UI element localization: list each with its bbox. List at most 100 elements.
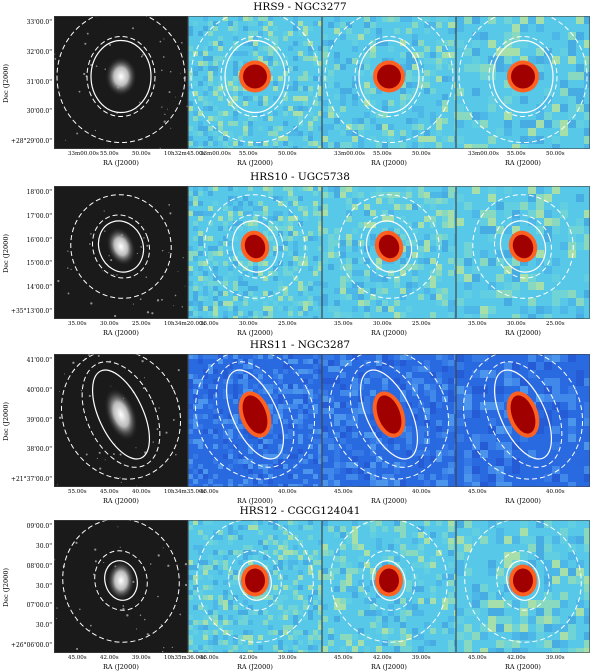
x-tick-label: 25.00s bbox=[132, 321, 151, 327]
flux-map-panel bbox=[322, 354, 456, 487]
x-tick-label: 30.00s bbox=[100, 321, 119, 327]
flux-map-panel bbox=[322, 16, 456, 149]
x-axis-label: RA (J2000) bbox=[237, 663, 273, 671]
y-tick-label: 08'00.0" bbox=[26, 562, 52, 570]
x-tick-label: 10h32m45.00s bbox=[164, 151, 206, 157]
x-tick-label: 30.00s bbox=[507, 321, 526, 327]
x-tick-label: 45.00s bbox=[68, 655, 87, 661]
x-tick-label: 35.00s bbox=[468, 321, 487, 327]
x-tick-label: 42.00s bbox=[100, 655, 119, 661]
x-axis-label: RA (J2000) bbox=[103, 329, 139, 337]
y-tick-label: 32'00.0" bbox=[26, 48, 52, 56]
x-tick-label: 30.00s bbox=[239, 321, 258, 327]
y-tick-label: 38'00.0" bbox=[26, 446, 52, 454]
optical-image-panel bbox=[54, 354, 188, 487]
x-tick-label: 40.00s bbox=[546, 489, 565, 495]
x-tick-label: 10h34m20.00s bbox=[164, 321, 206, 327]
x-tick-label: 10h35m36.00s bbox=[164, 655, 206, 661]
x-axis-label: RA (J2000) bbox=[371, 497, 407, 505]
x-tick-label: 40.00s bbox=[132, 489, 151, 495]
x-axis-label: RA (J2000) bbox=[505, 663, 541, 671]
x-axis-label: RA (J2000) bbox=[371, 663, 407, 671]
x-tick-label: 50.00s bbox=[278, 151, 297, 157]
x-tick-label: 39.00s bbox=[546, 655, 565, 661]
x-axis-label: RA (J2000) bbox=[371, 329, 407, 337]
x-axis-label: RA (J2000) bbox=[237, 497, 273, 505]
x-tick-label: 45.00s bbox=[468, 655, 487, 661]
x-axis-label: RA (J2000) bbox=[371, 159, 407, 167]
x-tick-label: 25.00s bbox=[412, 321, 431, 327]
x-tick-label: 42.00s bbox=[239, 655, 258, 661]
y-tick-label: +28°29'00.0" bbox=[10, 138, 52, 145]
y-tick-label: 30.0" bbox=[35, 542, 52, 550]
x-tick-label: 40.00s bbox=[278, 489, 297, 495]
x-tick-label: 55.00s bbox=[239, 151, 258, 157]
flux-map-panel bbox=[456, 16, 590, 149]
row-title: HRS12 - CGCG124041 bbox=[239, 505, 361, 517]
y-tick-label: 17'00.0" bbox=[26, 212, 52, 220]
flux-map-panel bbox=[456, 520, 590, 653]
x-axis-label: RA (J2000) bbox=[505, 159, 541, 167]
optical-image-panel bbox=[54, 186, 188, 319]
y-tick-label: 30.0" bbox=[35, 622, 52, 630]
x-tick-label: 45.00s bbox=[334, 489, 353, 495]
x-tick-label: 55.00s bbox=[68, 489, 87, 495]
x-tick-label: 45.00s bbox=[468, 489, 487, 495]
y-tick-label: 39'00.0" bbox=[26, 416, 52, 424]
y-tick-label: 41'00.0" bbox=[26, 357, 52, 364]
flux-map-panel bbox=[188, 520, 322, 653]
x-tick-label: 30.00s bbox=[373, 321, 392, 327]
y-tick-label: 30.0" bbox=[35, 582, 52, 590]
y-tick-label: 31'00.0" bbox=[26, 78, 52, 86]
y-tick-label: 33'00.0" bbox=[26, 19, 52, 26]
y-axis-label: Dec (J2000) bbox=[2, 567, 10, 607]
x-tick-label: 45.00s bbox=[100, 489, 119, 495]
x-tick-label: 42.00s bbox=[507, 655, 526, 661]
flux-map-panel bbox=[456, 354, 590, 487]
optical-image-panel bbox=[54, 520, 188, 653]
x-tick-label: 33m00.00s bbox=[68, 151, 99, 157]
y-tick-label: 30'00.0" bbox=[26, 108, 52, 116]
x-axis-label: RA (J2000) bbox=[237, 159, 273, 167]
x-tick-label: 33m00.00s bbox=[468, 151, 499, 157]
y-axis-label: Dec (J2000) bbox=[2, 63, 10, 103]
x-tick-label: 33m00.00s bbox=[334, 151, 365, 157]
x-tick-label: 39.00s bbox=[412, 655, 431, 661]
x-tick-label: 50.00s bbox=[412, 151, 431, 157]
y-tick-label: +21°37'00.0" bbox=[10, 476, 52, 483]
x-tick-label: 25.00s bbox=[546, 321, 565, 327]
x-tick-label: 45.00s bbox=[200, 655, 219, 661]
x-tick-label: 40.00s bbox=[412, 489, 431, 495]
row-title: HRS11 - NGC3287 bbox=[249, 339, 351, 351]
x-tick-label: 35.00s bbox=[200, 321, 219, 327]
x-tick-label: 25.00s bbox=[278, 321, 297, 327]
y-tick-label: 18'00.0" bbox=[26, 189, 52, 196]
x-tick-label: 55.00s bbox=[507, 151, 526, 157]
y-tick-label: 15'00.0" bbox=[26, 260, 52, 268]
y-tick-label: +26°06'00.0" bbox=[10, 642, 52, 649]
y-tick-label: 40'00.0" bbox=[26, 386, 52, 394]
x-tick-label: 45.00s bbox=[200, 489, 219, 495]
x-axis-label: RA (J2000) bbox=[505, 329, 541, 337]
x-tick-label: 39.00s bbox=[132, 655, 151, 661]
flux-map-panel bbox=[322, 520, 456, 653]
x-tick-label: 45.00s bbox=[334, 655, 353, 661]
x-tick-label: 42.00s bbox=[373, 655, 392, 661]
x-tick-label: 50.00s bbox=[546, 151, 565, 157]
y-tick-label: +35°13'00.0" bbox=[10, 308, 52, 315]
x-axis-label: RA (J2000) bbox=[103, 159, 139, 167]
y-axis-label: Dec (J2000) bbox=[2, 233, 10, 273]
y-tick-label: 16'00.0" bbox=[26, 236, 52, 244]
x-tick-label: 35.00s bbox=[68, 321, 87, 327]
x-tick-label: 55.00s bbox=[100, 151, 119, 157]
flux-map-panel bbox=[188, 354, 322, 487]
x-tick-label: 35.00s bbox=[334, 321, 353, 327]
row-title: HRS10 - UGC5738 bbox=[250, 171, 350, 183]
x-axis-label: RA (J2000) bbox=[505, 497, 541, 505]
x-tick-label: 33m00.00s bbox=[200, 151, 231, 157]
flux-map-panel bbox=[322, 186, 456, 319]
y-tick-label: 09'00.0" bbox=[26, 523, 52, 530]
x-tick-label: 39.00s bbox=[278, 655, 297, 661]
y-tick-label: 14'00.0" bbox=[26, 284, 52, 292]
x-axis-label: RA (J2000) bbox=[237, 329, 273, 337]
